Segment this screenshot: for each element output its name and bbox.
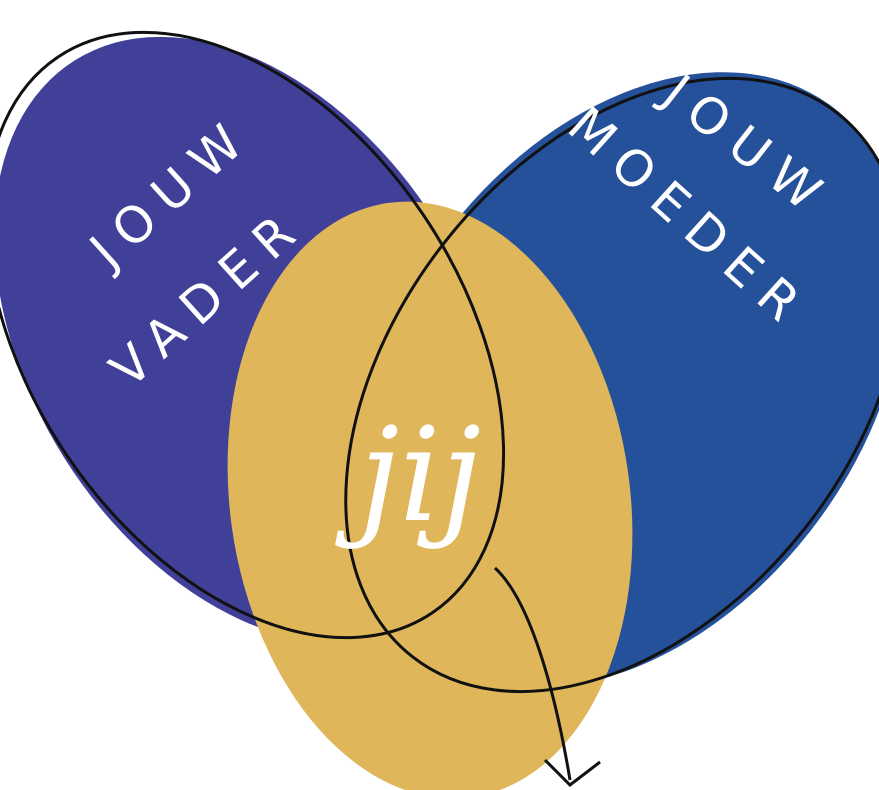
page: JOUW VADER JOUW MOEDER jij (() => { cons… [0, 0, 879, 790]
venn-heart: JOUW VADER JOUW MOEDER jij [0, 0, 879, 790]
